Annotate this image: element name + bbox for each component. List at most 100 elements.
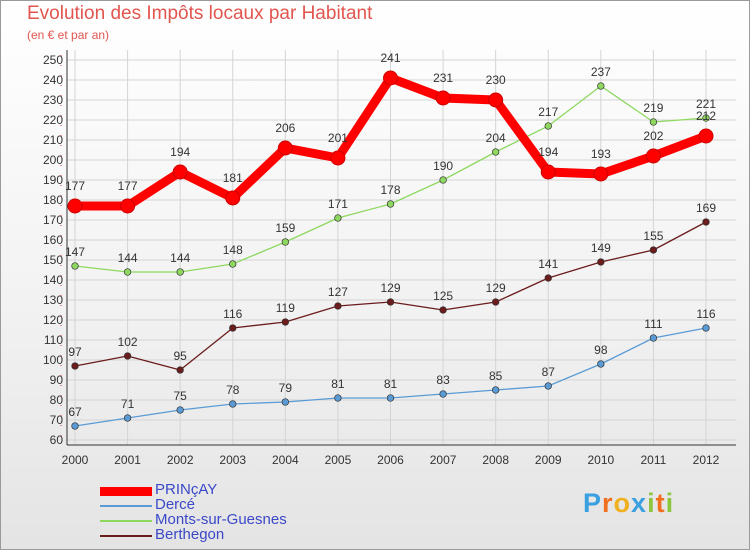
- data-point-1: [67, 198, 83, 214]
- y-tick-label: 120: [43, 313, 63, 327]
- y-tick-label: 70: [50, 413, 64, 427]
- data-point-4: [702, 218, 710, 226]
- data-point-2: [123, 414, 132, 422]
- data-point-2: [439, 390, 447, 398]
- y-tick-label: 240: [43, 73, 63, 87]
- data-label-2: 75: [173, 389, 187, 403]
- data-point-1: [488, 92, 504, 108]
- data-label-1: 177: [118, 179, 138, 193]
- line-chart: 60 70 80 90 100 110 120 130 140 150 160 170 180 190 20…: [43, 50, 736, 467]
- data-point-4: [229, 324, 237, 332]
- data-label-1: 206: [275, 121, 295, 135]
- legend-swatch: [100, 535, 152, 537]
- data-label-3: 159: [275, 221, 295, 235]
- data-point-2: [334, 394, 342, 402]
- data-point-2: [597, 360, 605, 368]
- y-tick-label: 250: [43, 53, 63, 67]
- y-tick-label: 60: [50, 433, 64, 447]
- data-point-3: [334, 214, 342, 222]
- y-tick-label: 160: [43, 233, 63, 247]
- data-point-4: [386, 298, 395, 306]
- y-tick-label: 230: [43, 93, 63, 107]
- y-tick-label: 210: [43, 133, 63, 147]
- y-tick-label: 110: [44, 333, 63, 347]
- data-point-2: [71, 422, 79, 430]
- legend-swatch: [100, 487, 152, 496]
- legend-label: Berthegon: [155, 526, 225, 543]
- y-tick-label: 90: [50, 373, 64, 387]
- data-point-3: [176, 268, 184, 276]
- y-tick-label: 170: [43, 213, 63, 227]
- y-tick-label: 190: [43, 173, 63, 187]
- data-point-3: [229, 260, 237, 268]
- data-label-1: 181: [223, 171, 243, 185]
- y-tick-label: 200: [43, 153, 63, 167]
- data-label-2: 79: [279, 381, 293, 395]
- data-label-4: 125: [433, 289, 453, 303]
- data-label-2: 111: [644, 317, 663, 331]
- data-point-2: [649, 334, 658, 342]
- data-point-4: [649, 246, 658, 254]
- data-point-3: [544, 122, 552, 130]
- data-label-1: 241: [380, 51, 400, 65]
- data-label-1: 194: [538, 145, 558, 159]
- y-tick-label: 130: [43, 293, 63, 307]
- data-label-2: 81: [331, 377, 345, 391]
- x-tick-label: 2000: [62, 453, 89, 467]
- x-tick-label: 2011: [641, 453, 667, 467]
- x-tick-label: 2010: [587, 453, 614, 467]
- data-point-3: [71, 262, 79, 270]
- data-point-2: [386, 394, 395, 402]
- data-point-1: [383, 70, 398, 86]
- data-label-3: 237: [591, 65, 611, 79]
- data-point-3: [649, 118, 658, 126]
- x-tick-label: 2009: [535, 453, 562, 467]
- logo-letter: x: [631, 488, 648, 518]
- data-label-4: 155: [643, 229, 663, 243]
- data-label-1: 212: [696, 109, 716, 123]
- data-point-1: [225, 190, 241, 206]
- data-label-4: 149: [591, 241, 611, 255]
- data-label-3: 178: [380, 183, 400, 197]
- data-point-1: [593, 166, 609, 182]
- x-tick-label: 2007: [430, 453, 457, 467]
- data-label-2: 81: [384, 377, 398, 391]
- data-point-4: [176, 366, 184, 374]
- data-point-2: [544, 382, 552, 390]
- data-point-3: [597, 82, 605, 90]
- data-label-2: 83: [436, 373, 450, 387]
- data-label-4: 127: [328, 285, 348, 299]
- data-label-2: 78: [226, 383, 240, 397]
- data-point-1: [277, 140, 293, 156]
- x-tick-label: 2012: [693, 453, 720, 467]
- data-label-4: 129: [486, 281, 506, 295]
- y-tick-label: 80: [50, 393, 64, 407]
- data-label-1: 177: [65, 179, 85, 193]
- data-label-2: 85: [489, 369, 503, 383]
- x-tick-label: 2004: [272, 453, 299, 467]
- data-label-4: 141: [538, 257, 558, 271]
- data-point-3: [492, 148, 500, 156]
- chart-subtitle: (en € et par an): [27, 28, 110, 42]
- legend-label: Monts-sur-Guesnes: [155, 511, 287, 528]
- data-point-4: [597, 258, 605, 266]
- logo-letter: t: [655, 488, 666, 518]
- x-tick-label: 2005: [325, 453, 352, 467]
- data-point-1: [698, 128, 714, 144]
- data-point-4: [334, 302, 342, 310]
- data-point-2: [229, 400, 237, 408]
- data-label-3: 144: [118, 251, 138, 265]
- data-point-4: [281, 318, 289, 326]
- data-point-3: [439, 176, 447, 184]
- x-tick-label: 2006: [377, 453, 404, 467]
- y-tick-label: 100: [43, 353, 63, 367]
- y-tick-label: 150: [43, 253, 63, 267]
- proxiti-logo: Proxiti: [583, 488, 674, 519]
- data-label-1: 194: [170, 145, 190, 159]
- data-point-3: [386, 200, 395, 208]
- legend-label: Dercé: [155, 496, 196, 513]
- data-point-3: [702, 114, 710, 122]
- data-point-1: [645, 148, 661, 164]
- logo-letter: r: [602, 488, 614, 518]
- data-point-1: [120, 198, 136, 214]
